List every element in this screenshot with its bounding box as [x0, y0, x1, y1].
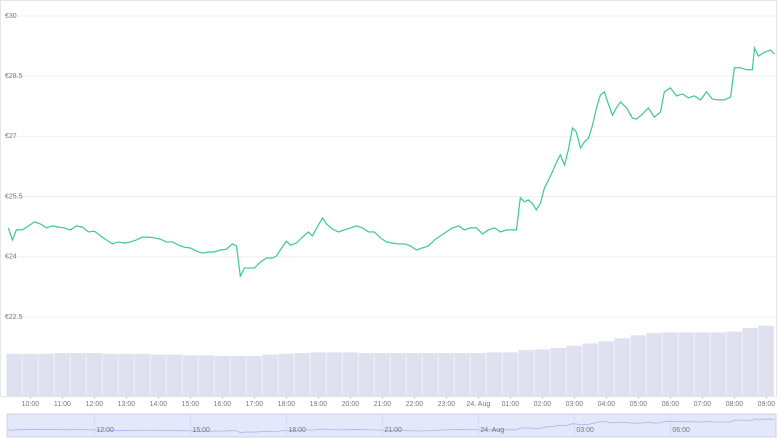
volume-bar	[566, 345, 582, 396]
volume-bar	[630, 335, 646, 396]
x-tick-label: 16:00	[214, 401, 232, 408]
volume-bar	[358, 353, 374, 396]
volume-bar	[598, 341, 614, 396]
volume-bar	[438, 353, 454, 396]
x-tick-label: 14:00	[150, 401, 168, 408]
navigator-label: 15:00	[192, 427, 210, 434]
volume-bar	[454, 353, 470, 396]
y-tick-label: €27	[5, 133, 17, 140]
volume-bar	[134, 353, 150, 396]
x-tick-label: 09:00	[758, 401, 776, 408]
x-tick-label: 17:00	[246, 401, 264, 408]
volume-bar	[54, 353, 70, 396]
volume-bar	[582, 343, 598, 396]
volume-bar	[230, 356, 246, 396]
volume-bar	[550, 347, 566, 396]
volume-bar	[102, 353, 118, 396]
volume-bar	[310, 352, 326, 396]
volume-bar	[294, 353, 310, 396]
volume-bar	[22, 353, 38, 396]
volume-bar	[6, 353, 22, 396]
volume-bar	[182, 355, 198, 396]
volume-bar	[726, 331, 742, 396]
volume-bar	[486, 352, 502, 396]
volume-bar	[390, 353, 406, 396]
volume-bar	[470, 353, 486, 396]
volume-bar	[646, 333, 662, 396]
volume-bar	[278, 353, 294, 396]
volume-bar	[150, 354, 166, 396]
y-tick-label: €24	[5, 254, 17, 261]
x-tick-label: 05:00	[630, 401, 648, 408]
x-tick-label: 15:00	[182, 401, 200, 408]
y-tick-label: €30	[5, 13, 17, 20]
x-tick-label: 12:00	[86, 401, 104, 408]
x-tick-label: 04:00	[598, 401, 616, 408]
x-tick-label: 07:00	[694, 401, 712, 408]
x-tick-label: 23:00	[438, 401, 456, 408]
x-tick-label: 02:00	[534, 401, 552, 408]
navigator-label: 24. Aug	[480, 427, 504, 434]
volume-bar	[758, 325, 774, 396]
volume-bar	[70, 353, 86, 396]
x-tick-label: 08:00	[726, 401, 744, 408]
volume-bar	[38, 353, 54, 396]
y-tick-label: €28.5	[5, 73, 23, 80]
volume-bar	[694, 332, 710, 396]
x-tick-label: 19:00	[310, 401, 328, 408]
x-tick-label: 11:00	[54, 401, 71, 408]
volume-bar	[502, 352, 518, 396]
x-tick-label: 13:00	[118, 401, 136, 408]
x-tick-label: 20:00	[342, 401, 360, 408]
volume-bar	[262, 354, 278, 396]
navigator-label: 21:00	[384, 427, 402, 434]
price-line	[7, 45, 775, 279]
x-tick-label: 03:00	[566, 401, 584, 408]
y-tick-label: €25.5	[5, 193, 23, 200]
volume-bar	[518, 350, 534, 396]
volume-bar	[166, 354, 182, 396]
volume-bar	[246, 356, 262, 396]
x-tick-label: 21:00	[374, 401, 392, 408]
y-tick-label: €22.5	[5, 314, 23, 321]
volume-bar	[710, 332, 726, 396]
volume-bar	[534, 349, 550, 396]
volume-bar	[86, 353, 102, 396]
navigator-label: 18:00	[288, 427, 306, 434]
navigator-label: 03:00	[576, 427, 594, 434]
volume-bar	[678, 332, 694, 396]
navigator-line	[8, 418, 775, 433]
volume-bar	[342, 352, 358, 396]
volume-bar	[662, 332, 678, 396]
x-tick-label: 24. Aug	[467, 401, 491, 408]
x-tick-label: 01:00	[502, 401, 520, 408]
x-tick-label: 06:00	[662, 401, 680, 408]
x-tick-label: 10:00	[22, 401, 40, 408]
x-tick-label: 22:00	[406, 401, 424, 408]
volume-bar	[614, 338, 630, 396]
volume-bar	[422, 353, 438, 396]
volume-bar	[406, 353, 422, 396]
navigator-label: 12:00	[96, 427, 114, 434]
volume-bar	[326, 352, 342, 396]
volume-bar	[198, 355, 214, 396]
x-tick-label: 18:00	[278, 401, 296, 408]
volume-bar	[374, 353, 390, 396]
volume-bar	[742, 327, 758, 396]
navigator-label: 06:00	[672, 427, 690, 434]
plot-frame	[0, 0, 777, 397]
volume-bar	[214, 356, 230, 396]
volume-bar	[118, 353, 134, 396]
